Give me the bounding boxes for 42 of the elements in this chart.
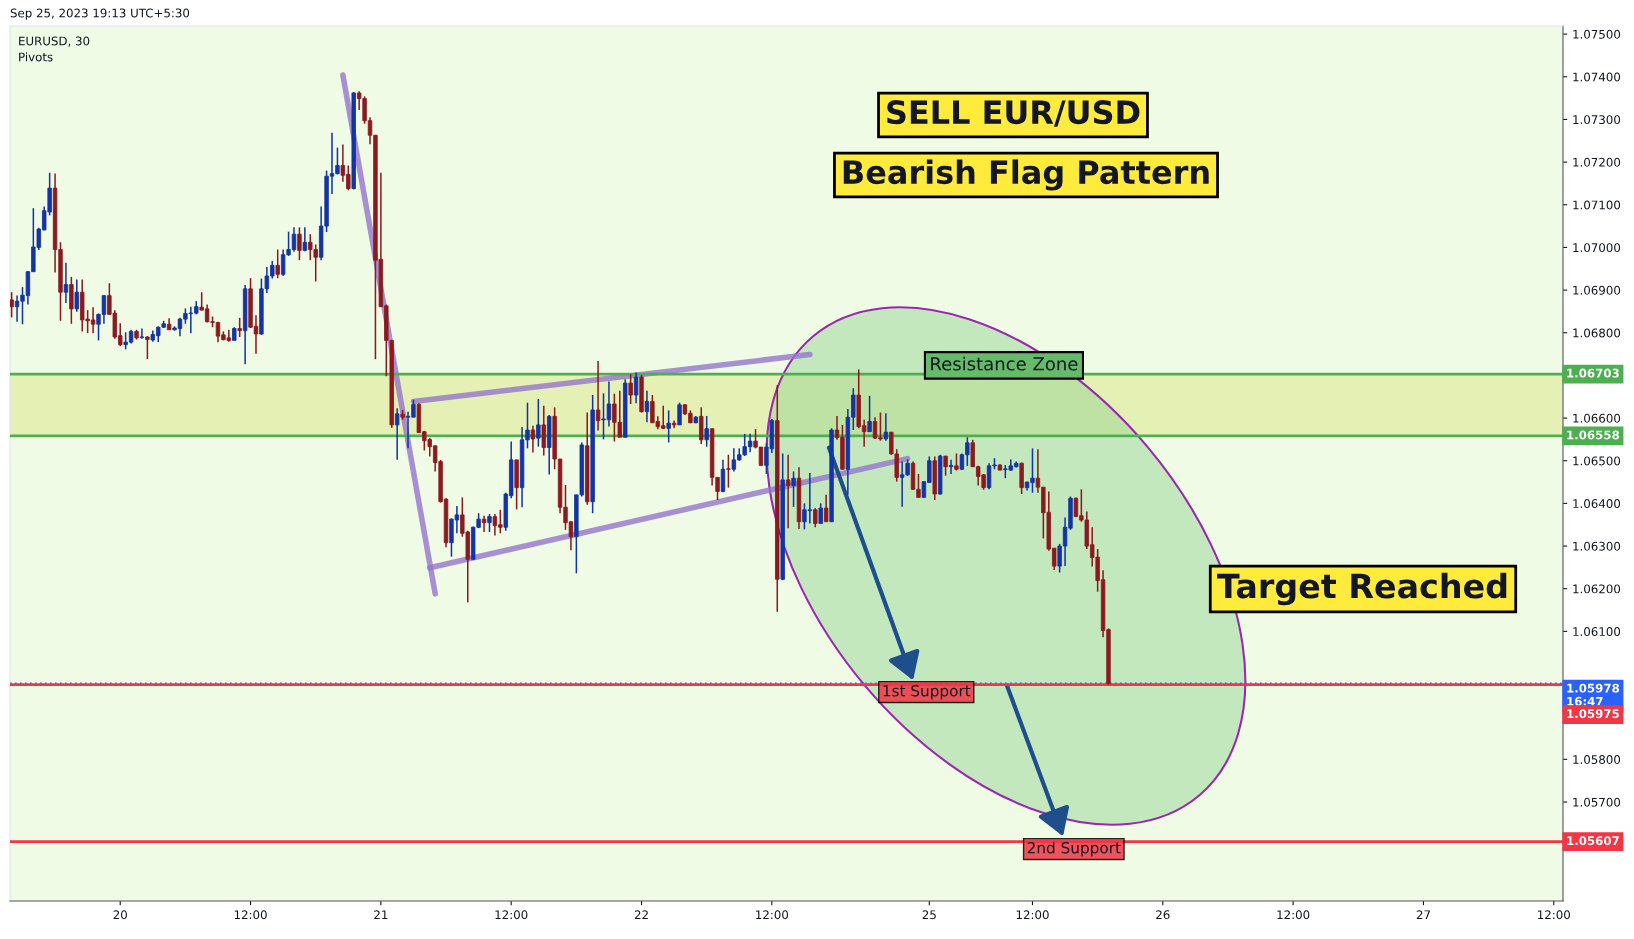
ref-line-label: 1.05607 [1567,836,1619,846]
y-tick-label: 1.07500 [1573,29,1621,39]
text: EURUSD, 30 [19,36,90,47]
x-tick-label: 12:00 [234,910,267,920]
y-tick-label: 1.06100 [1573,627,1621,637]
y-tick-label: 1.07300 [1573,115,1621,125]
y-tick-label: 1.06200 [1573,584,1621,594]
annotation: 2nd Support [1027,841,1121,857]
x-tick-label: 12:00 [495,910,528,920]
y-tick-label: 1.07400 [1573,72,1621,82]
x-tick-label: 25 [922,910,936,920]
x-tick-label: 21 [374,910,388,919]
ref-line-label: 1.06703 [1567,368,1619,378]
ref-line-label: 1.06558 [1567,430,1620,440]
y-tick-label: 1.07200 [1573,157,1621,167]
y-tick-label: 1.06400 [1573,499,1621,509]
annotation: 1st Support [883,684,971,700]
y-tick-label: 1.05800 [1573,755,1621,765]
x-tick-label: 20 [113,910,127,920]
y-tick-label: 1.06800 [1573,328,1621,338]
y-tick-label: 1.07100 [1573,200,1621,210]
y-tick-label: 1.06600 [1573,413,1621,423]
x-tick-label: 12:00 [1016,910,1049,920]
y-tick-label: 1.06300 [1573,541,1621,551]
x-tick-label: 12:00 [756,910,789,920]
x-tick-label: 22 [634,910,648,919]
x-tick-label: 12:00 [1277,910,1310,920]
annotation: Bearish Flag Pattern [843,159,1209,191]
y-tick-label: 1.05700 [1573,797,1621,807]
band-label: Resistance Zone [931,356,1078,371]
x-tick-label: 27 [1416,910,1430,919]
y-tick-label: 1.06500 [1573,456,1621,466]
annotation: SELL EUR/USD [887,100,1140,127]
annotation: Target Reached [1217,572,1507,606]
y-tick-label: 1.07000 [1573,243,1621,253]
x-tick-label: 12:00 [1538,910,1570,920]
ref-line-label: 1.05975 [1567,709,1619,719]
annotation: Pivots [19,52,53,62]
y-tick-label: 1.06900 [1573,285,1621,295]
text: Sep 25, 2023 19:13 UTC+5:30 [10,8,190,20]
x-tick-label: 26 [1156,910,1170,920]
ref-line-label: 1.05978 16:47 [1567,683,1620,706]
